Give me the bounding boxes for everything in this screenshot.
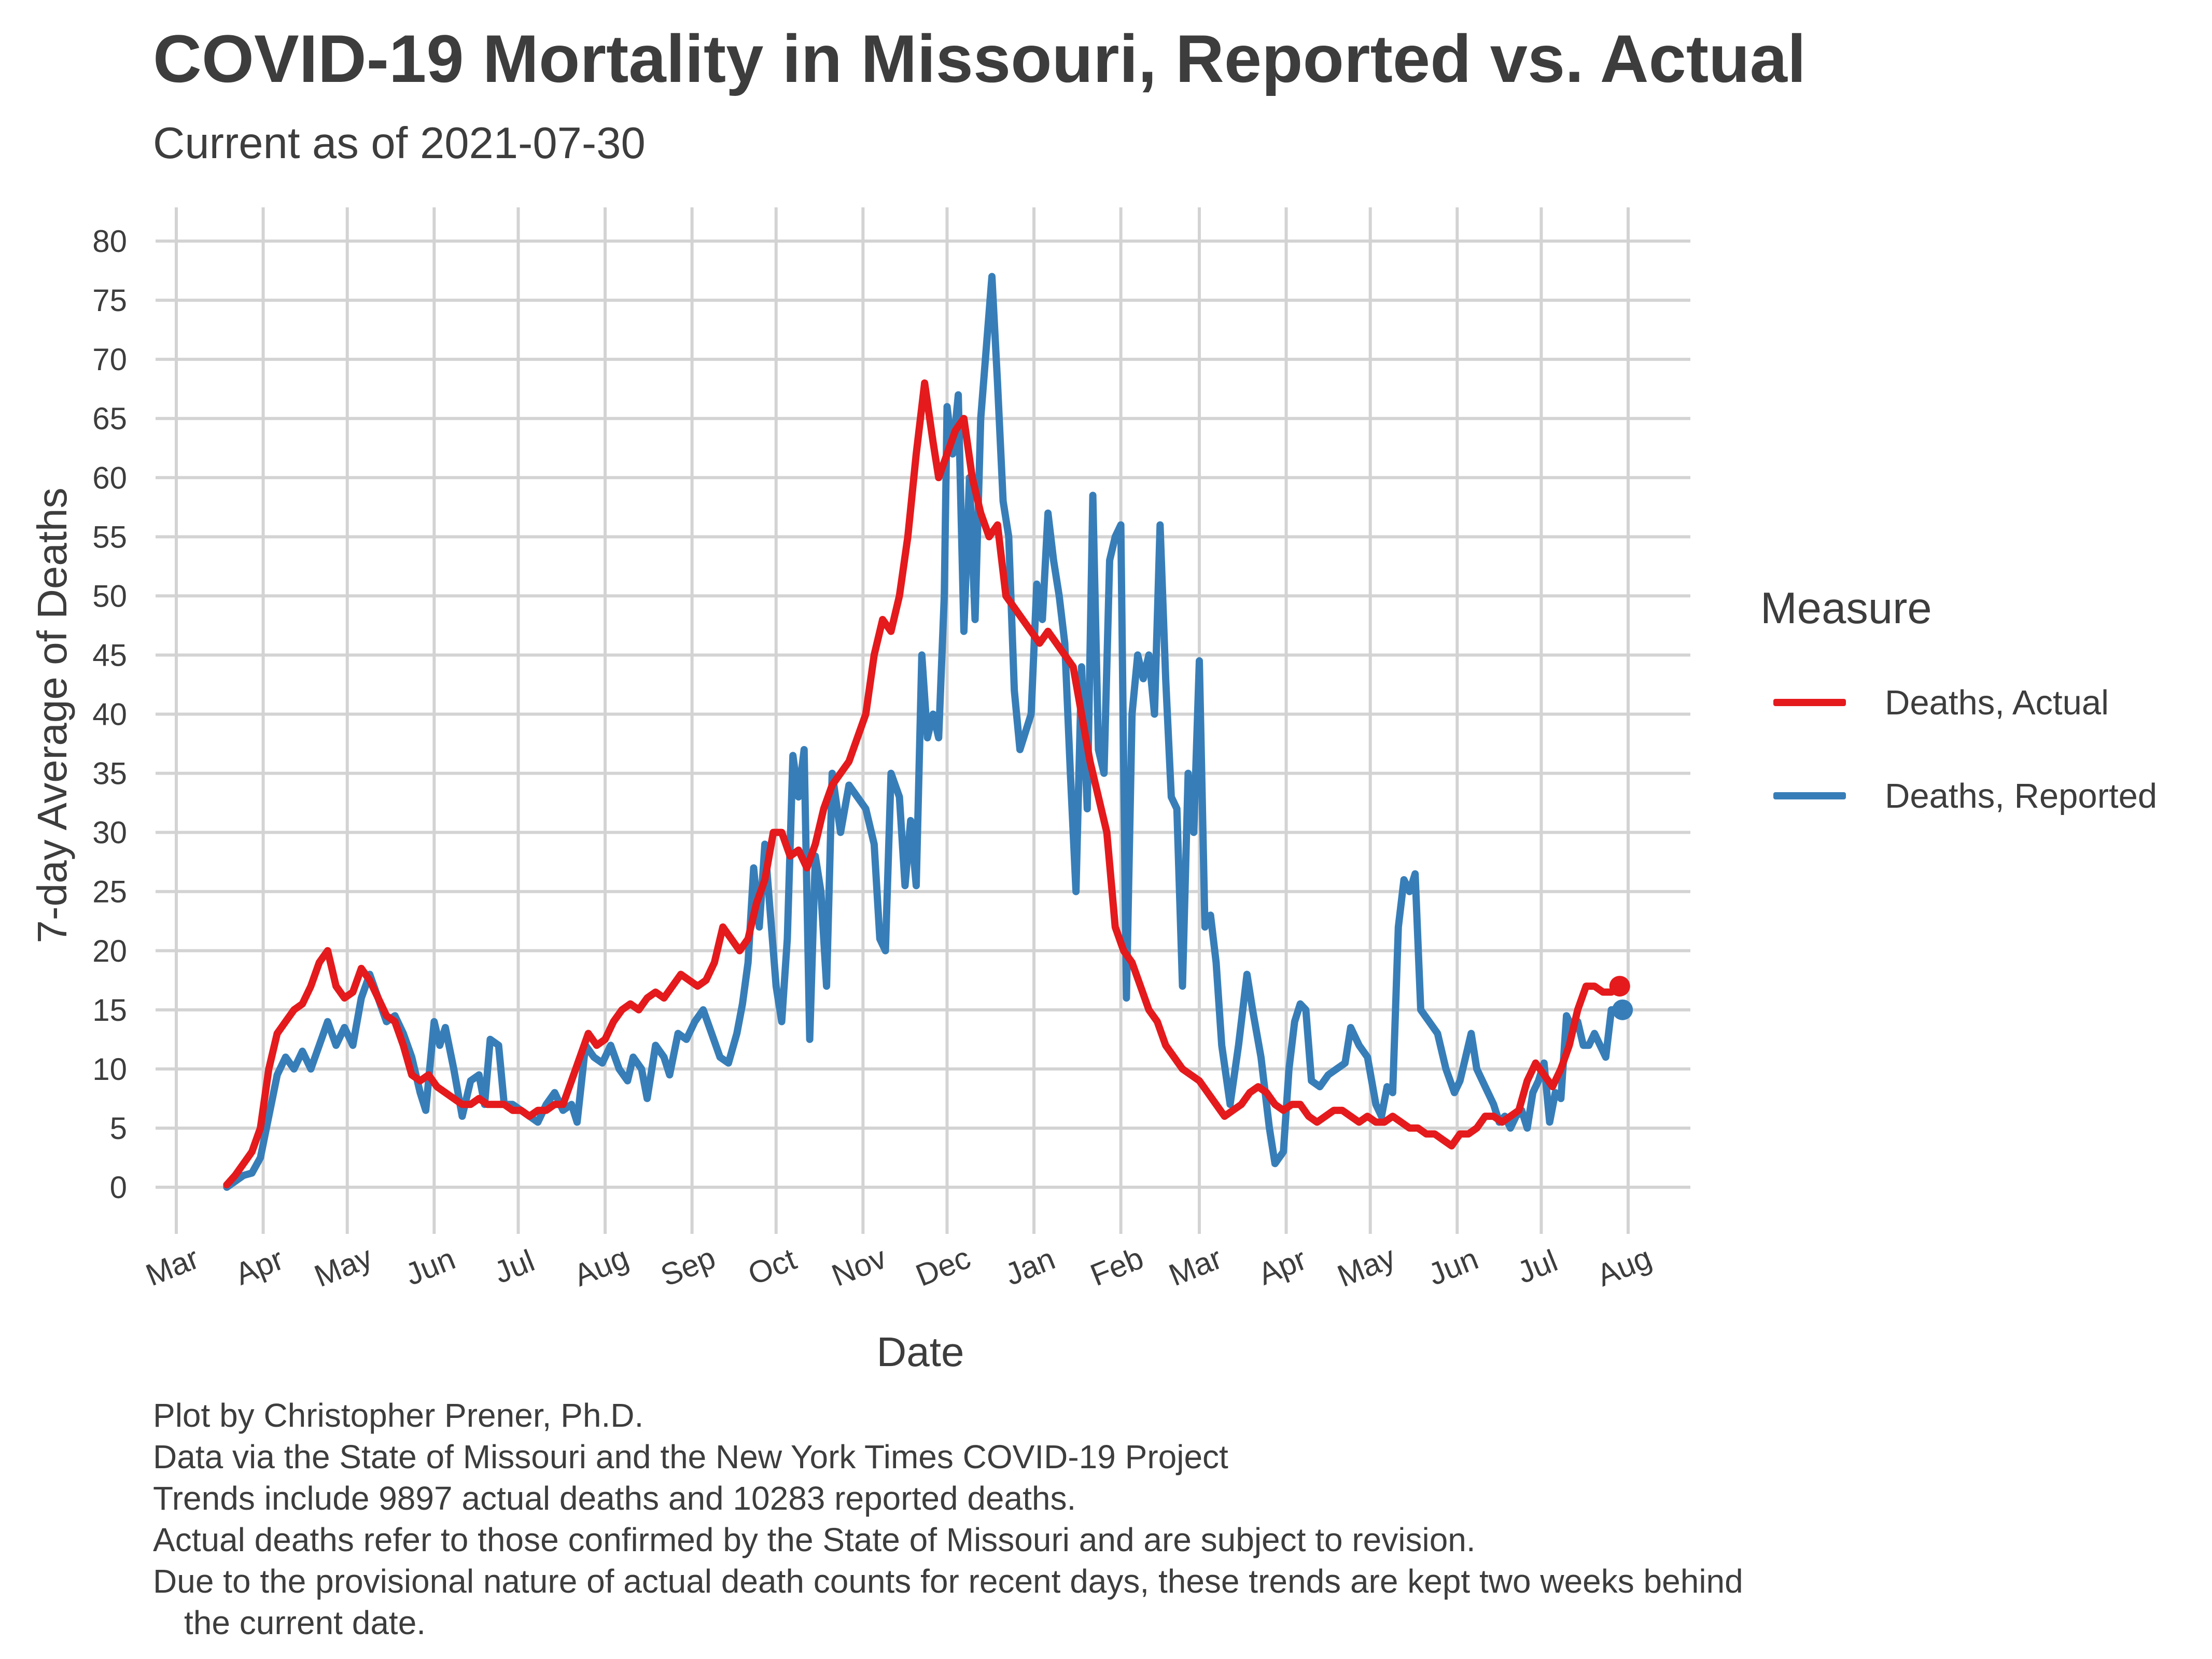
x-tick-label: Oct bbox=[743, 1241, 801, 1291]
caption: Plot by Christopher Prener, Ph.D. Data v… bbox=[153, 1395, 1743, 1643]
y-tick-label: 75 bbox=[92, 283, 127, 318]
x-tick-label: Mar bbox=[1164, 1241, 1227, 1293]
legend-item-actual: Deaths, Actual bbox=[1773, 682, 2109, 723]
x-tick-label: Jul bbox=[489, 1243, 539, 1290]
y-tick-label: 20 bbox=[92, 934, 127, 968]
x-tick-label: Apr bbox=[230, 1241, 288, 1291]
y-tick-label: 70 bbox=[92, 342, 127, 377]
legend-key-reported bbox=[1773, 792, 1846, 799]
x-tick-label: Feb bbox=[1085, 1241, 1148, 1293]
y-axis-title: 7-day Average of Deaths bbox=[29, 487, 75, 943]
y-axis-tick-labels: 0 5 10 15 20 25 30 35 40 45 50 55 60 65 70 75 80 bbox=[92, 224, 127, 1205]
y-tick-label: 60 bbox=[92, 460, 127, 495]
x-tick-label: Nov bbox=[827, 1240, 891, 1293]
x-tick-label: Jun bbox=[400, 1241, 460, 1292]
caption-line: Plot by Christopher Prener, Ph.D. bbox=[153, 1397, 644, 1434]
series-endpoint-deaths-reported bbox=[1612, 999, 1633, 1020]
chart-subtitle: Current as of 2021-07-30 bbox=[153, 119, 646, 168]
legend-label-actual: Deaths, Actual bbox=[1885, 683, 2109, 722]
caption-line: the current date. bbox=[184, 1604, 426, 1641]
legend-title: Measure bbox=[1760, 584, 1932, 633]
y-tick-label: 65 bbox=[92, 401, 127, 436]
x-tick-label: Mar bbox=[141, 1241, 204, 1293]
x-axis-tick-labels: Mar Apr May Jun Jul Aug Sep Oct Nov Dec Jan Feb Mar A… bbox=[141, 1240, 1657, 1294]
y-tick-label: 10 bbox=[92, 1052, 127, 1087]
legend-item-reported: Deaths, Reported bbox=[1773, 775, 2157, 817]
x-tick-label: May bbox=[1333, 1240, 1400, 1294]
y-tick-label: 25 bbox=[92, 875, 127, 909]
x-tick-label: Aug bbox=[569, 1240, 633, 1293]
y-tick-label: 5 bbox=[110, 1111, 127, 1146]
series-endpoint-deaths-actual bbox=[1609, 976, 1630, 997]
series-layer bbox=[223, 273, 1633, 1191]
y-tick-label: 50 bbox=[92, 579, 127, 613]
y-tick-label: 35 bbox=[92, 756, 127, 791]
caption-line: Trends include 9897 actual deaths and 10… bbox=[153, 1480, 1076, 1517]
y-tick-label: 80 bbox=[92, 224, 127, 259]
y-tick-label: 15 bbox=[92, 993, 127, 1028]
y-tick-label: 0 bbox=[110, 1170, 127, 1205]
x-axis-title: Date bbox=[877, 1329, 964, 1369]
x-tick-label: Jun bbox=[1423, 1241, 1483, 1292]
x-tick-label: Aug bbox=[1592, 1240, 1656, 1293]
x-tick-label: Apr bbox=[1253, 1241, 1311, 1291]
x-tick-label: Jul bbox=[1513, 1243, 1562, 1290]
chart-title: COVID-19 Mortality in Missouri, Reported… bbox=[153, 21, 1806, 96]
x-gridlines bbox=[175, 207, 1630, 1234]
x-tick-label: Dec bbox=[911, 1240, 975, 1293]
legend-label-reported: Deaths, Reported bbox=[1885, 776, 2158, 816]
caption-line: Due to the provisional nature of actual … bbox=[153, 1563, 1743, 1600]
y-tick-label: 45 bbox=[92, 638, 127, 672]
x-tick-label: May bbox=[310, 1240, 377, 1294]
y-tick-label: 30 bbox=[92, 816, 127, 850]
caption-line: Actual deaths refer to those confirmed b… bbox=[153, 1521, 1476, 1558]
x-tick-label: Jan bbox=[1000, 1241, 1060, 1292]
series-line-deaths-actual bbox=[223, 379, 1623, 1189]
legend-key-actual bbox=[1773, 699, 1846, 706]
caption-line: Data via the State of Missouri and the N… bbox=[153, 1438, 1228, 1475]
y-tick-label: 55 bbox=[92, 519, 127, 554]
x-tick-label: Sep bbox=[656, 1240, 720, 1293]
y-tick-label: 40 bbox=[92, 697, 127, 732]
